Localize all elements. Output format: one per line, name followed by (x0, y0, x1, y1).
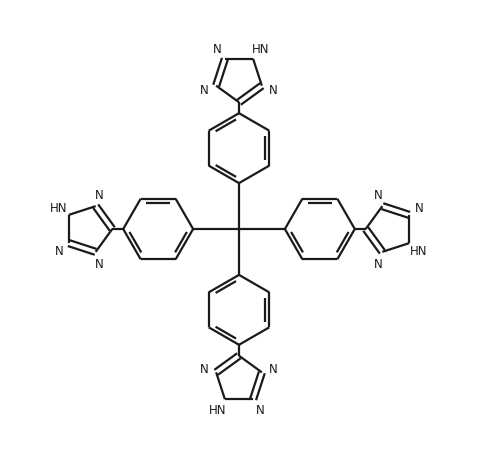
Text: N: N (54, 244, 63, 257)
Text: N: N (200, 84, 209, 97)
Text: HN: HN (209, 403, 227, 416)
Text: N: N (374, 257, 383, 270)
Text: N: N (374, 189, 383, 202)
Text: N: N (95, 257, 104, 270)
Text: HN: HN (50, 202, 68, 215)
Text: N: N (269, 84, 278, 97)
Text: N: N (256, 403, 265, 416)
Text: N: N (415, 202, 424, 215)
Text: N: N (95, 189, 104, 202)
Text: HN: HN (410, 244, 428, 257)
Text: N: N (213, 43, 222, 56)
Text: HN: HN (251, 43, 269, 56)
Text: N: N (269, 362, 278, 375)
Text: N: N (200, 362, 209, 375)
